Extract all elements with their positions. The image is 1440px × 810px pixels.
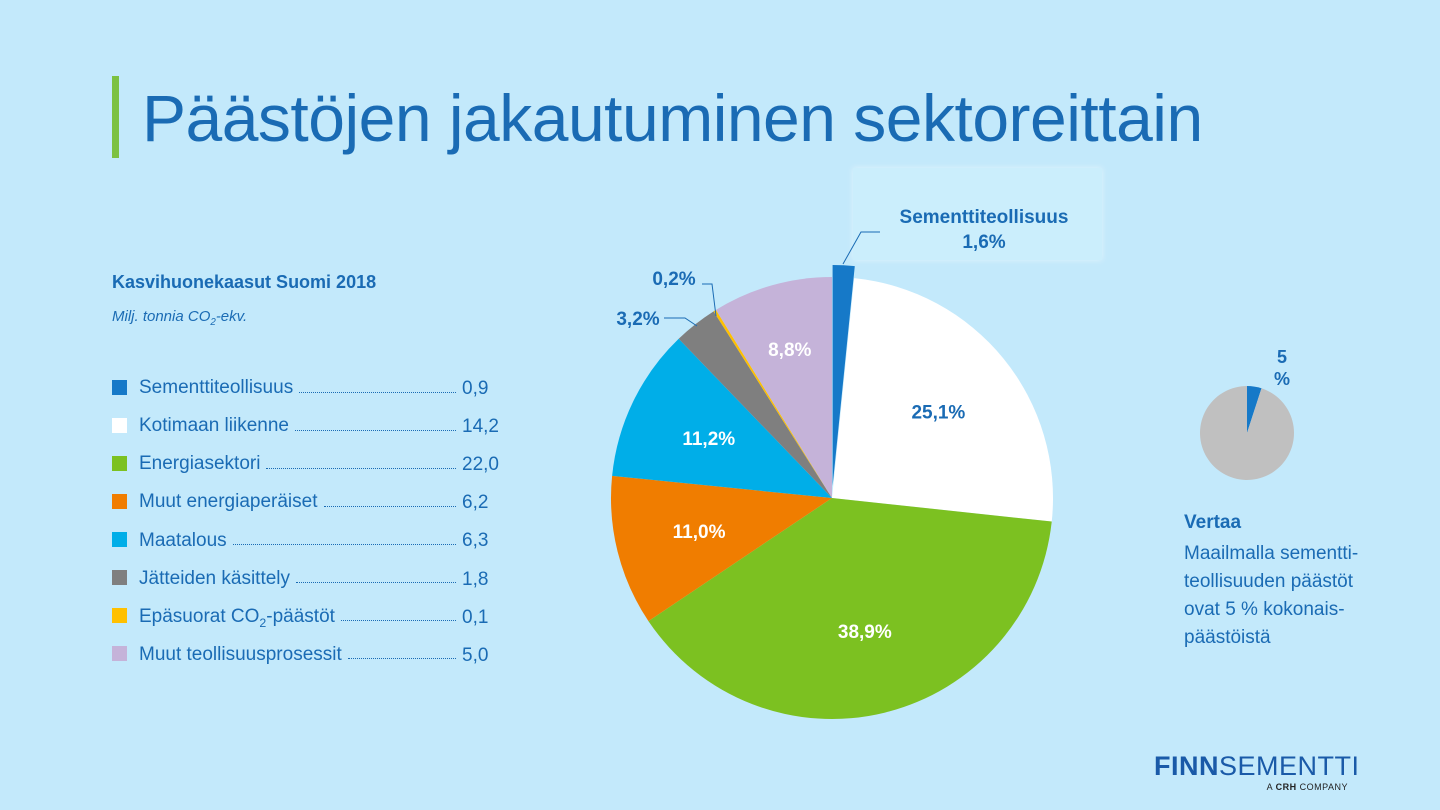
legend-item: Jätteiden käsittely 1,8 <box>112 560 502 598</box>
main-slice-jätteiden-käsittely <box>678 311 832 498</box>
main-pie-labels: 25,1% 38,9% 11,0% 11,2% 3,2% 0,2% 8,8% <box>616 269 965 643</box>
legend-value: 6,3 <box>462 530 489 552</box>
legend-swatch <box>112 608 127 624</box>
main-slice-maatalous <box>612 338 832 498</box>
legend-value: 0,1 <box>462 606 489 628</box>
legend-subtitle: Milj. tonnia CO2-ekv. <box>112 308 248 328</box>
leader-line-jatteet <box>664 317 698 327</box>
legend-leader <box>340 620 456 622</box>
legend-list: Sementtiteollisuus 0,9 Kotimaan liikenne 1… <box>112 370 502 675</box>
legend-leader <box>299 391 456 393</box>
legend-swatch <box>112 417 127 433</box>
main-slice-muut-teollisuusprosessit <box>715 277 832 498</box>
compare-pie-label-number: 5 <box>1276 347 1287 367</box>
main-slice-sementtiteollisuus <box>832 265 855 487</box>
legend-item: Epäsuorat CO2-päästöt 0,1 <box>112 599 502 637</box>
legend-leader <box>232 543 456 545</box>
legend-label: Epäsuorat CO2-päästöt <box>139 605 335 630</box>
main-label-energiasektori: 38,9% <box>838 622 892 643</box>
legend-title: Kasvihuonekaasut Suomi 2018 <box>112 272 377 292</box>
main-slice-epäsuorat-co2-päästöt <box>713 309 832 498</box>
legend-swatch <box>112 570 127 586</box>
main-label-muut-teollisuusprosessit: 8,8% <box>768 340 811 361</box>
compare-slice-muut <box>1200 386 1294 481</box>
main-slice-kotimaan-liikenne <box>832 278 1053 522</box>
leader-line-epasuorat <box>702 283 717 317</box>
pie-leader-lines <box>664 231 880 327</box>
legend-item: Kotimaan liikenne 14,2 <box>112 408 502 446</box>
main-slice-muut-energiaperäiset <box>611 475 832 622</box>
legend-swatch <box>112 493 127 509</box>
compare-pie-label-unit: % <box>1273 369 1290 389</box>
main-label-maatalous: 11,2% <box>682 429 735 450</box>
compare-pie-slices <box>1200 386 1294 481</box>
legend-label: Muut energiaperäiset <box>139 491 318 513</box>
main-label-epäsuorat-co2-päästöt: 0,2% <box>652 269 695 290</box>
main-pie-slices <box>611 265 1053 719</box>
legend-swatch <box>112 379 127 395</box>
legend-item: Energiasektori 22,0 <box>112 446 502 484</box>
logo-name: FINNSEMENTTI <box>1154 751 1360 781</box>
legend-swatch <box>112 455 127 471</box>
legend-item: Muut teollisuusprosessit 5,0 <box>112 637 502 675</box>
legend-leader <box>294 429 456 431</box>
legend-label: Jätteiden käsittely <box>139 567 291 589</box>
legend-swatch <box>112 531 127 547</box>
main-label-jätteiden-käsittely: 3,2% <box>616 309 659 330</box>
compare-slice-sementtiteollisuus <box>1247 386 1262 433</box>
main-slice-energiasektori <box>648 498 1052 719</box>
logo-tagline: A CRH COMPANY <box>1266 782 1348 792</box>
legend-label: Kotimaan liikenne <box>139 415 289 437</box>
page-title: Päästöjen jakautuminen sektoreittain <box>142 81 1203 155</box>
callout-highlight-box <box>853 168 1102 260</box>
legend-value: 6,2 <box>462 492 489 514</box>
callout-name: Sementtiteollisuus <box>899 207 1069 228</box>
legend-leader <box>323 505 456 507</box>
main-label-kotimaan-liikenne: 25,1% <box>911 403 965 424</box>
legend-leader <box>347 658 456 660</box>
legend-leader <box>266 467 456 469</box>
legend-value: 14,2 <box>462 416 499 438</box>
callout-percent: 1,6% <box>962 232 1006 253</box>
main-label-muut-energiaperäiset: 11,0% <box>673 522 726 543</box>
legend-item: Muut energiaperäiset 6,2 <box>112 484 502 522</box>
title-accent-bar <box>112 76 119 158</box>
legend-label: Muut teollisuusprosessit <box>139 643 342 665</box>
legend-value: 0,9 <box>462 378 489 400</box>
finnsementti-logo: FINNSEMENTTI A CRH COMPANY <box>1154 751 1360 792</box>
legend-item: Maatalous 6,3 <box>112 522 502 560</box>
legend-swatch <box>112 646 127 662</box>
legend-label: Maatalous <box>139 529 227 551</box>
legend-leader <box>296 582 456 584</box>
compare-pie-label: 5 % <box>1272 346 1292 390</box>
legend-value: 1,8 <box>462 568 489 590</box>
compare-title: Vertaa <box>1184 512 1242 533</box>
legend-item: Sementtiteollisuus 0,9 <box>112 370 502 408</box>
legend-value: 5,0 <box>462 644 489 666</box>
legend-value: 22,0 <box>462 454 499 476</box>
legend-label: Sementtiteollisuus <box>139 377 294 399</box>
callout-sementti: Sementtiteollisuus 1,6% <box>884 205 1084 255</box>
compare-text: Maailmalla sementti- teollisuuden päästö… <box>1184 543 1359 648</box>
leader-line-sementti <box>842 231 880 265</box>
legend-label: Energiasektori <box>139 453 261 475</box>
